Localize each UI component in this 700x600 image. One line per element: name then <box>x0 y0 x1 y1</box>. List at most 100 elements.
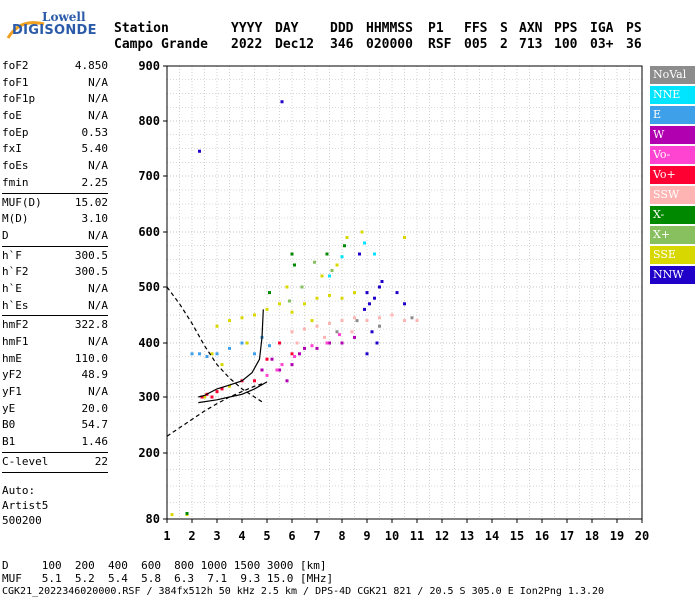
data-point <box>265 373 269 377</box>
param-name: C-level <box>2 454 49 468</box>
x-tick-label: 14 <box>485 529 499 543</box>
distance-row: D 100 200 400 600 800 1000 1500 3000 [km… <box>2 559 327 572</box>
data-point <box>268 291 271 295</box>
header-label-iga: IGA <box>590 21 614 36</box>
x-tick-label: 2 <box>188 529 195 543</box>
data-point <box>290 352 294 356</box>
header-value-ddd: 346 <box>330 37 354 52</box>
data-point <box>215 390 219 394</box>
header-label-yyyy: YYYY <box>231 21 263 36</box>
y-tick-label: 200 <box>138 446 160 460</box>
data-point <box>395 291 399 295</box>
data-point <box>300 285 304 289</box>
data-point <box>270 357 274 361</box>
model-curve-dashed <box>166 286 264 404</box>
data-point <box>340 255 344 259</box>
data-point <box>253 379 256 383</box>
data-point <box>198 352 201 356</box>
header-value-ps: 36 <box>626 37 642 52</box>
param-row: foF2 4.850 <box>2 58 108 75</box>
header-value-yyyy: 2022 <box>231 37 263 52</box>
data-point <box>370 330 374 334</box>
muf-row: MUF 5.1 5.2 5.4 5.8 6.3 7.1 9.3 15.0 [MH… <box>2 572 334 585</box>
param-value: N/A <box>88 228 108 242</box>
data-point <box>353 335 356 339</box>
header-value-day: Dec12 <box>275 37 315 52</box>
header-value-s: 2 <box>500 37 508 52</box>
data-point <box>240 316 244 320</box>
data-point <box>328 274 331 278</box>
param-value: N/A <box>88 109 108 123</box>
legend-item-noval: NoVal <box>650 66 695 84</box>
plot-frame <box>166 65 643 520</box>
data-point <box>363 307 366 311</box>
param-value: 4.850 <box>74 59 108 72</box>
data-point <box>328 341 331 345</box>
data-point <box>345 236 349 239</box>
param-row: h`E N/A <box>2 281 108 298</box>
x-tick-label: 3 <box>213 529 220 543</box>
data-point <box>403 236 406 239</box>
param-name: MUF(D) <box>2 195 42 209</box>
x-tick-label: 19 <box>610 529 624 543</box>
param-row: foE N/A <box>2 108 108 125</box>
param-name: M(D) <box>2 212 29 226</box>
data-point <box>373 252 376 256</box>
param-value: N/A <box>88 298 108 312</box>
header-label-s: S <box>500 21 508 36</box>
data-point <box>198 149 201 153</box>
header-label-day: DAY <box>275 21 299 36</box>
param-value: N/A <box>88 385 108 399</box>
header-label-station: Station <box>114 21 169 36</box>
param-value: 300.5 <box>74 265 108 279</box>
data-point <box>210 395 214 399</box>
param-row: B0 54.7 <box>2 417 108 434</box>
header-value-pps: 100 <box>554 37 578 52</box>
data-point <box>338 333 341 337</box>
data-point <box>280 363 284 367</box>
param-value: 48.9 <box>81 368 109 382</box>
data-point <box>378 316 381 320</box>
param-name: B0 <box>2 418 16 432</box>
header-label-ffs: FFS <box>464 21 488 36</box>
data-point <box>303 346 306 350</box>
x-tick-label: 4 <box>238 529 245 543</box>
data-point <box>365 352 369 356</box>
param-name: foE <box>2 109 22 123</box>
x-tick-label: 1 <box>163 529 170 543</box>
digisonde-logo: Lowell DIGISONDE <box>6 10 106 42</box>
data-point <box>373 296 376 300</box>
autoscale-line: Auto: <box>2 483 36 497</box>
data-point <box>185 512 189 515</box>
param-name: hmF1 <box>2 335 29 348</box>
x-tick-label: 15 <box>510 529 524 543</box>
param-row: fmin 2.25 <box>2 175 108 192</box>
data-point <box>253 352 256 356</box>
legend-item-vo-: Vo+ <box>650 166 695 184</box>
data-point <box>325 341 329 345</box>
param-row: h`F 300.5 <box>2 248 108 265</box>
param-value: 1.46 <box>81 435 109 449</box>
param-value: 322.8 <box>74 318 108 332</box>
data-point <box>340 319 344 323</box>
data-point <box>298 352 301 356</box>
model-curve-dashed <box>166 382 264 437</box>
param-value: 54.7 <box>81 418 109 432</box>
data-point <box>275 368 279 372</box>
autoscale-line: 500200 <box>2 513 42 527</box>
data-point <box>253 313 256 317</box>
header-label-ps: PS <box>626 21 642 36</box>
header-label-hhmmss: HHMMSS <box>366 21 413 36</box>
param-name: h`F <box>2 248 22 262</box>
data-point <box>415 319 419 323</box>
data-point <box>335 263 339 267</box>
data-point <box>363 241 366 245</box>
param-row: foEp 0.53 <box>2 125 108 142</box>
data-point <box>215 324 219 328</box>
y-tick-label: 800 <box>138 114 160 128</box>
param-value: N/A <box>88 335 108 348</box>
param-row: yE 20.0 <box>2 401 108 418</box>
param-value: N/A <box>88 92 108 106</box>
data-point <box>265 357 269 361</box>
x-tick-label: 12 <box>435 529 449 543</box>
